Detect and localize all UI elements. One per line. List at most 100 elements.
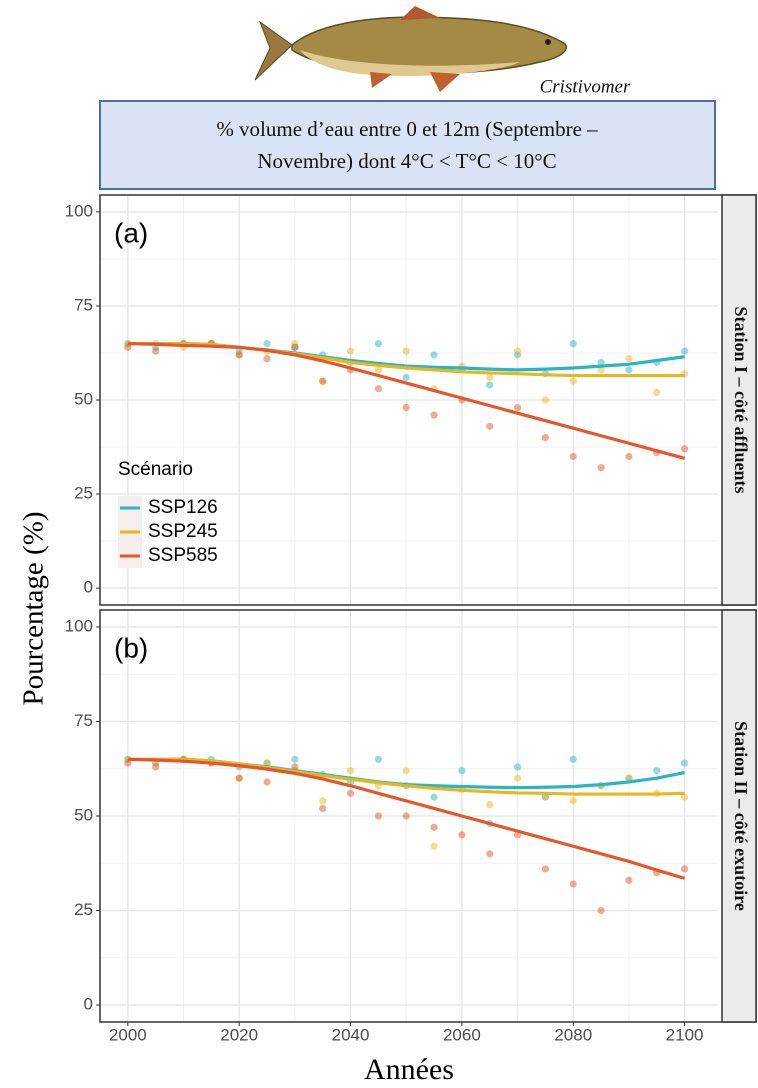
data-point (680, 759, 689, 767)
data-point (263, 355, 271, 363)
data-point (319, 377, 327, 385)
strip-label: Station II – côté exutoire (731, 721, 751, 911)
data-point (263, 778, 271, 786)
fish-illustration (254, 6, 567, 92)
data-point (263, 759, 271, 767)
data-point (346, 767, 355, 775)
y-tick-label: 50 (74, 389, 93, 408)
data-point (486, 381, 494, 389)
data-point (486, 422, 494, 430)
strip (721, 609, 757, 1023)
data-point (235, 774, 243, 782)
data-point (653, 767, 661, 775)
y-tick-label: 50 (74, 805, 93, 824)
data-point (374, 385, 382, 393)
title-line: % volume d’eau entre 0 et 12m (Septembre… (216, 117, 598, 141)
data-point (569, 377, 577, 385)
data-point (346, 347, 355, 355)
data-point (430, 411, 438, 419)
data-point (513, 347, 522, 355)
data-point (402, 767, 410, 775)
x-axis-label: Années (364, 1053, 454, 1086)
y-tick-label: 100 (65, 201, 93, 220)
data-point (402, 347, 410, 355)
x-tick-label: 2000 (109, 1025, 147, 1044)
strip (721, 194, 757, 606)
panel-label: (a) (114, 217, 148, 248)
x-tick-label: 2040 (332, 1025, 370, 1044)
data-point (486, 850, 494, 858)
legend-title: Scénario (118, 459, 193, 480)
data-point (374, 339, 382, 348)
y-tick-label: 75 (74, 711, 93, 730)
data-point (430, 823, 438, 831)
data-point (124, 759, 132, 767)
data-point (569, 339, 577, 348)
data-point (625, 876, 633, 884)
data-point (458, 831, 466, 839)
data-point (319, 804, 327, 813)
trend-line (127, 757, 686, 880)
data-point (625, 774, 633, 782)
data-point (625, 355, 633, 363)
data-point (625, 452, 633, 461)
y-tick-label: 75 (74, 295, 93, 314)
data-point (374, 366, 382, 374)
data-point (486, 801, 494, 809)
data-point (291, 343, 299, 351)
legend-label: SSP126 (148, 497, 218, 518)
image-caption: Cristivomer (540, 76, 631, 97)
data-point (430, 842, 438, 850)
x-tick-label: 2100 (666, 1025, 704, 1044)
title-box (99, 100, 716, 190)
legend-label: SSP245 (148, 521, 218, 542)
data-point (458, 767, 466, 775)
data-point (402, 403, 410, 412)
x-tick-label: 2060 (443, 1025, 481, 1044)
data-point (680, 865, 689, 873)
data-point (319, 797, 327, 805)
data-point (346, 789, 355, 797)
data-point (402, 812, 410, 820)
data-point (680, 793, 689, 801)
data-point (625, 366, 633, 374)
data-point (569, 755, 577, 763)
data-point (513, 403, 522, 412)
data-point (597, 366, 605, 374)
data-point (402, 373, 410, 382)
data-point (597, 464, 605, 472)
data-point (513, 763, 522, 771)
data-point (124, 343, 132, 351)
data-point (569, 797, 577, 805)
y-tick-label: 25 (74, 484, 93, 503)
data-point (291, 763, 299, 771)
data-point (569, 880, 577, 888)
x-tick-label: 2020 (220, 1025, 258, 1044)
data-point (653, 388, 661, 397)
data-point (597, 906, 605, 915)
y-axis-label: Pourcentage (%) (18, 511, 50, 705)
x-tick-label: 2080 (554, 1025, 592, 1044)
data-point (569, 452, 577, 461)
title-line: Novembre) dont 4°C < T°C < 10°C (257, 149, 556, 173)
data-point (291, 755, 299, 763)
data-point (597, 358, 605, 366)
trend-line (127, 341, 686, 460)
data-point (680, 445, 689, 453)
y-tick-label: 0 (84, 578, 93, 597)
data-point (680, 347, 689, 355)
data-point (374, 755, 382, 763)
data-point (374, 812, 382, 820)
data-point (541, 865, 550, 873)
panel-label: (b) (114, 632, 148, 663)
y-tick-label: 25 (74, 900, 93, 919)
y-tick-label: 100 (65, 616, 93, 635)
data-point (486, 373, 494, 382)
data-point (152, 347, 160, 355)
trend-line (127, 757, 685, 796)
data-point (430, 351, 438, 359)
data-point (513, 774, 522, 782)
data-point (235, 351, 243, 359)
data-point (541, 396, 550, 404)
